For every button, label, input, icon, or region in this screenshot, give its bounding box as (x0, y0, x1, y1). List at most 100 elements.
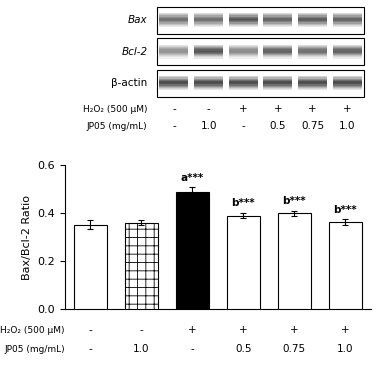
Bar (298, 89, 327, 90)
Bar (333, 15, 362, 17)
Bar (194, 22, 223, 24)
Bar (159, 88, 188, 89)
Bar (159, 53, 188, 54)
Text: +: + (239, 325, 248, 335)
Bar (194, 19, 223, 20)
Bar (263, 78, 292, 79)
Bar (229, 89, 258, 90)
Bar (298, 21, 327, 22)
Bar (157, 7, 364, 34)
Bar (194, 17, 223, 18)
Bar (159, 48, 188, 49)
Bar (298, 78, 327, 79)
Bar (298, 45, 327, 46)
Text: JP05 (mg/mL): JP05 (mg/mL) (87, 122, 147, 131)
Bar (333, 76, 362, 78)
Bar (194, 47, 223, 48)
Bar (263, 13, 292, 14)
Bar (298, 56, 327, 58)
Bar (333, 87, 362, 88)
Bar (229, 48, 258, 49)
Bar (159, 56, 188, 58)
Bar (263, 87, 292, 88)
Bar (263, 79, 292, 80)
Bar (263, 45, 292, 46)
Bar (229, 76, 258, 78)
Bar (333, 18, 362, 19)
Bar (298, 79, 327, 80)
Bar (333, 54, 362, 55)
Bar (194, 14, 223, 15)
Bar (229, 85, 258, 86)
Bar (263, 19, 292, 20)
Bar (333, 19, 362, 20)
Bar (194, 82, 223, 83)
Bar (333, 80, 362, 81)
Bar (333, 48, 362, 49)
Bar (333, 20, 362, 21)
Bar (333, 24, 362, 25)
Bar (229, 51, 258, 52)
Bar (229, 49, 258, 51)
Text: 0.5: 0.5 (270, 121, 286, 131)
Bar (159, 78, 188, 79)
Text: a***: a*** (181, 173, 204, 183)
Text: -: - (139, 325, 143, 335)
Bar (229, 46, 258, 47)
Bar (298, 47, 327, 48)
Bar (194, 20, 223, 21)
Bar (298, 26, 327, 27)
Bar (333, 85, 362, 86)
Bar (194, 85, 223, 86)
Bar (229, 79, 258, 80)
Bar (194, 26, 223, 27)
Bar (263, 86, 292, 87)
Bar (278, 213, 311, 309)
Bar (298, 24, 327, 25)
Bar (229, 19, 258, 20)
Bar (159, 86, 188, 87)
Bar (298, 20, 327, 21)
Bar (194, 25, 223, 26)
Bar (159, 79, 188, 80)
Bar (159, 20, 188, 21)
Bar (298, 48, 327, 49)
Bar (229, 53, 258, 54)
Bar (159, 46, 188, 47)
Bar (263, 58, 292, 59)
Bar (194, 54, 223, 55)
Bar (194, 55, 223, 56)
Bar (263, 26, 292, 27)
Bar (229, 55, 258, 56)
Bar (298, 86, 327, 87)
Text: β-actin: β-actin (111, 78, 147, 88)
Bar (229, 25, 258, 26)
Bar (333, 78, 362, 79)
Bar (333, 51, 362, 52)
Bar (333, 86, 362, 87)
Bar (194, 49, 223, 51)
Text: Bax: Bax (128, 15, 147, 25)
Text: +: + (188, 325, 197, 335)
Bar (194, 56, 223, 58)
Bar (194, 48, 223, 49)
Bar (333, 89, 362, 90)
Bar (194, 58, 223, 59)
Bar (298, 87, 327, 88)
Bar (194, 86, 223, 87)
Bar (333, 49, 362, 51)
Text: +: + (239, 104, 248, 114)
Bar (263, 83, 292, 85)
Bar (333, 81, 362, 82)
Text: -: - (172, 121, 176, 131)
Bar (229, 18, 258, 19)
Bar (159, 80, 188, 81)
Bar (229, 52, 258, 53)
Bar (229, 56, 258, 58)
Bar (229, 54, 258, 55)
Text: +: + (343, 104, 351, 114)
Text: b***: b*** (333, 205, 357, 215)
Bar (229, 13, 258, 14)
Bar (194, 52, 223, 53)
Bar (298, 13, 327, 14)
